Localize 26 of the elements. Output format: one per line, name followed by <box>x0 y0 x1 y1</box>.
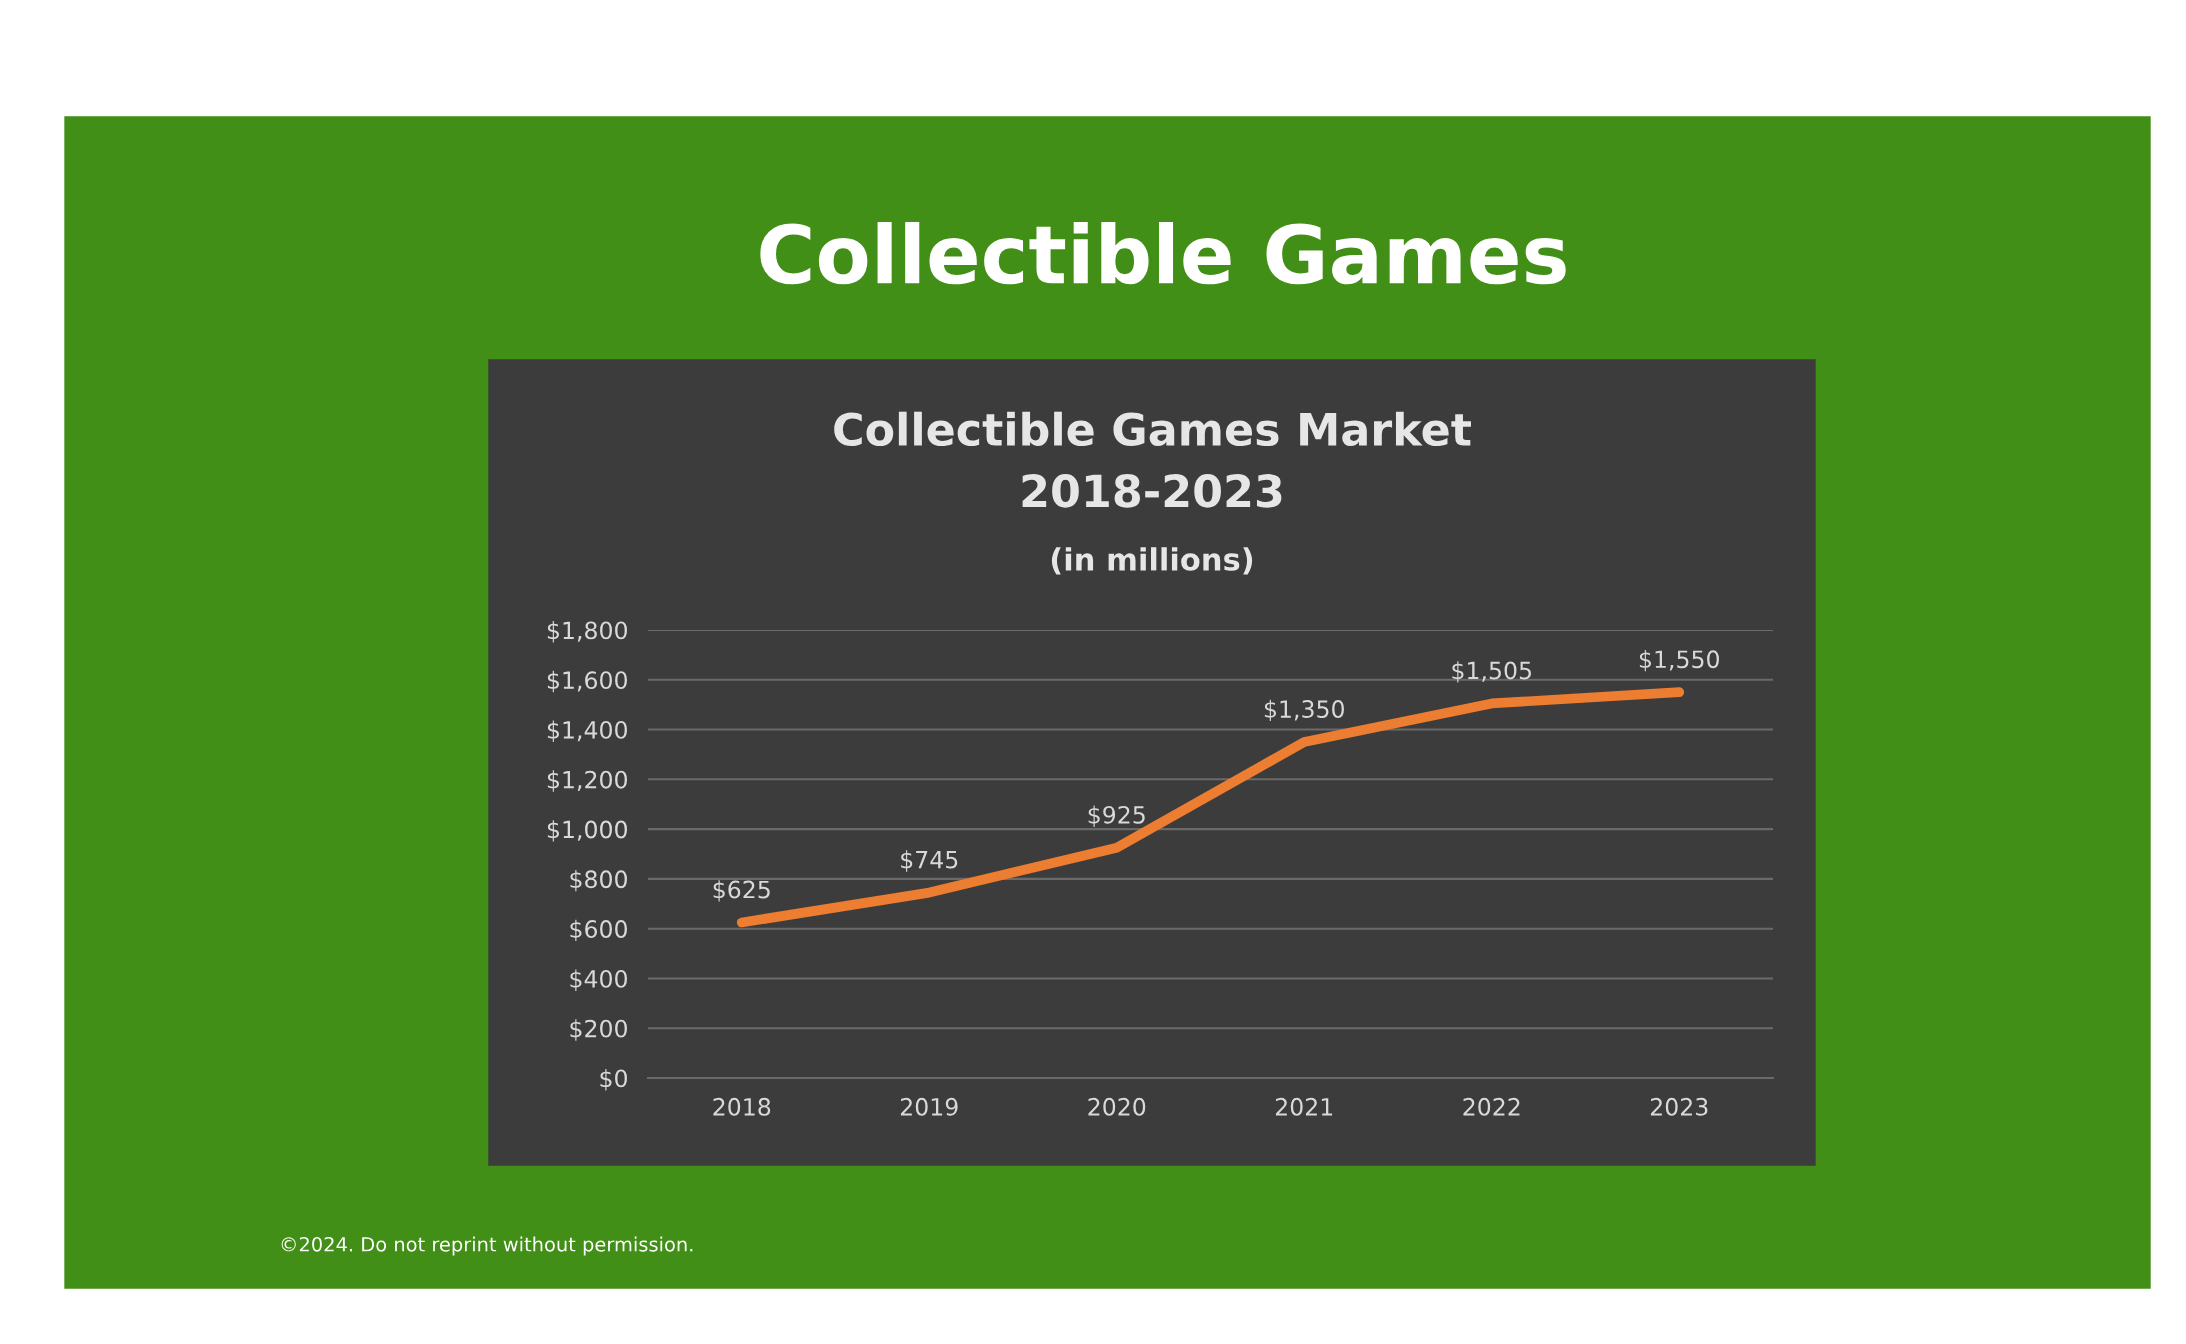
y-tick-label: $200 <box>570 1019 627 1041</box>
text: (in millions) <box>1051 547 1253 575</box>
x-tick-label: 2019 <box>900 1097 958 1116</box>
x-tick-label: 2023 <box>1650 1097 1708 1116</box>
y-tick-label: $600 <box>570 919 627 942</box>
data-label: $745 <box>901 850 958 872</box>
data-label: $925 <box>1088 805 1145 827</box>
chart-subtitle: Collectible Games Market 2018-2023 <box>834 411 1471 508</box>
chart-title: Collectible Games <box>760 222 1566 285</box>
x-tick-label: 2018 <box>713 1097 771 1116</box>
y-tick-label: $0 <box>600 1069 627 1091</box>
data-label: $625 <box>713 880 770 902</box>
data-label: $1,505 <box>1452 661 1531 683</box>
y-tick-label: $1,000 <box>547 820 627 842</box>
data-label: $1,350 <box>1264 699 1344 722</box>
text: ©2024. Do not reprint without permission. <box>281 1236 693 1256</box>
x-tick-label: 2022 <box>1463 1097 1520 1116</box>
x-tick-label: 2020 <box>1088 1097 1146 1116</box>
x-tick-label: 2021 <box>1275 1097 1333 1116</box>
y-tick-label: $800 <box>570 869 627 892</box>
y-tick-label: $1,200 <box>547 770 627 792</box>
y-tick-label: $1,400 <box>547 720 627 742</box>
y-tick-label: $1,600 <box>547 670 627 693</box>
y-tick-label: $1,800 <box>547 621 627 643</box>
data-label: $1,550 <box>1639 649 1719 672</box>
y-tick-label: $400 <box>570 969 627 991</box>
